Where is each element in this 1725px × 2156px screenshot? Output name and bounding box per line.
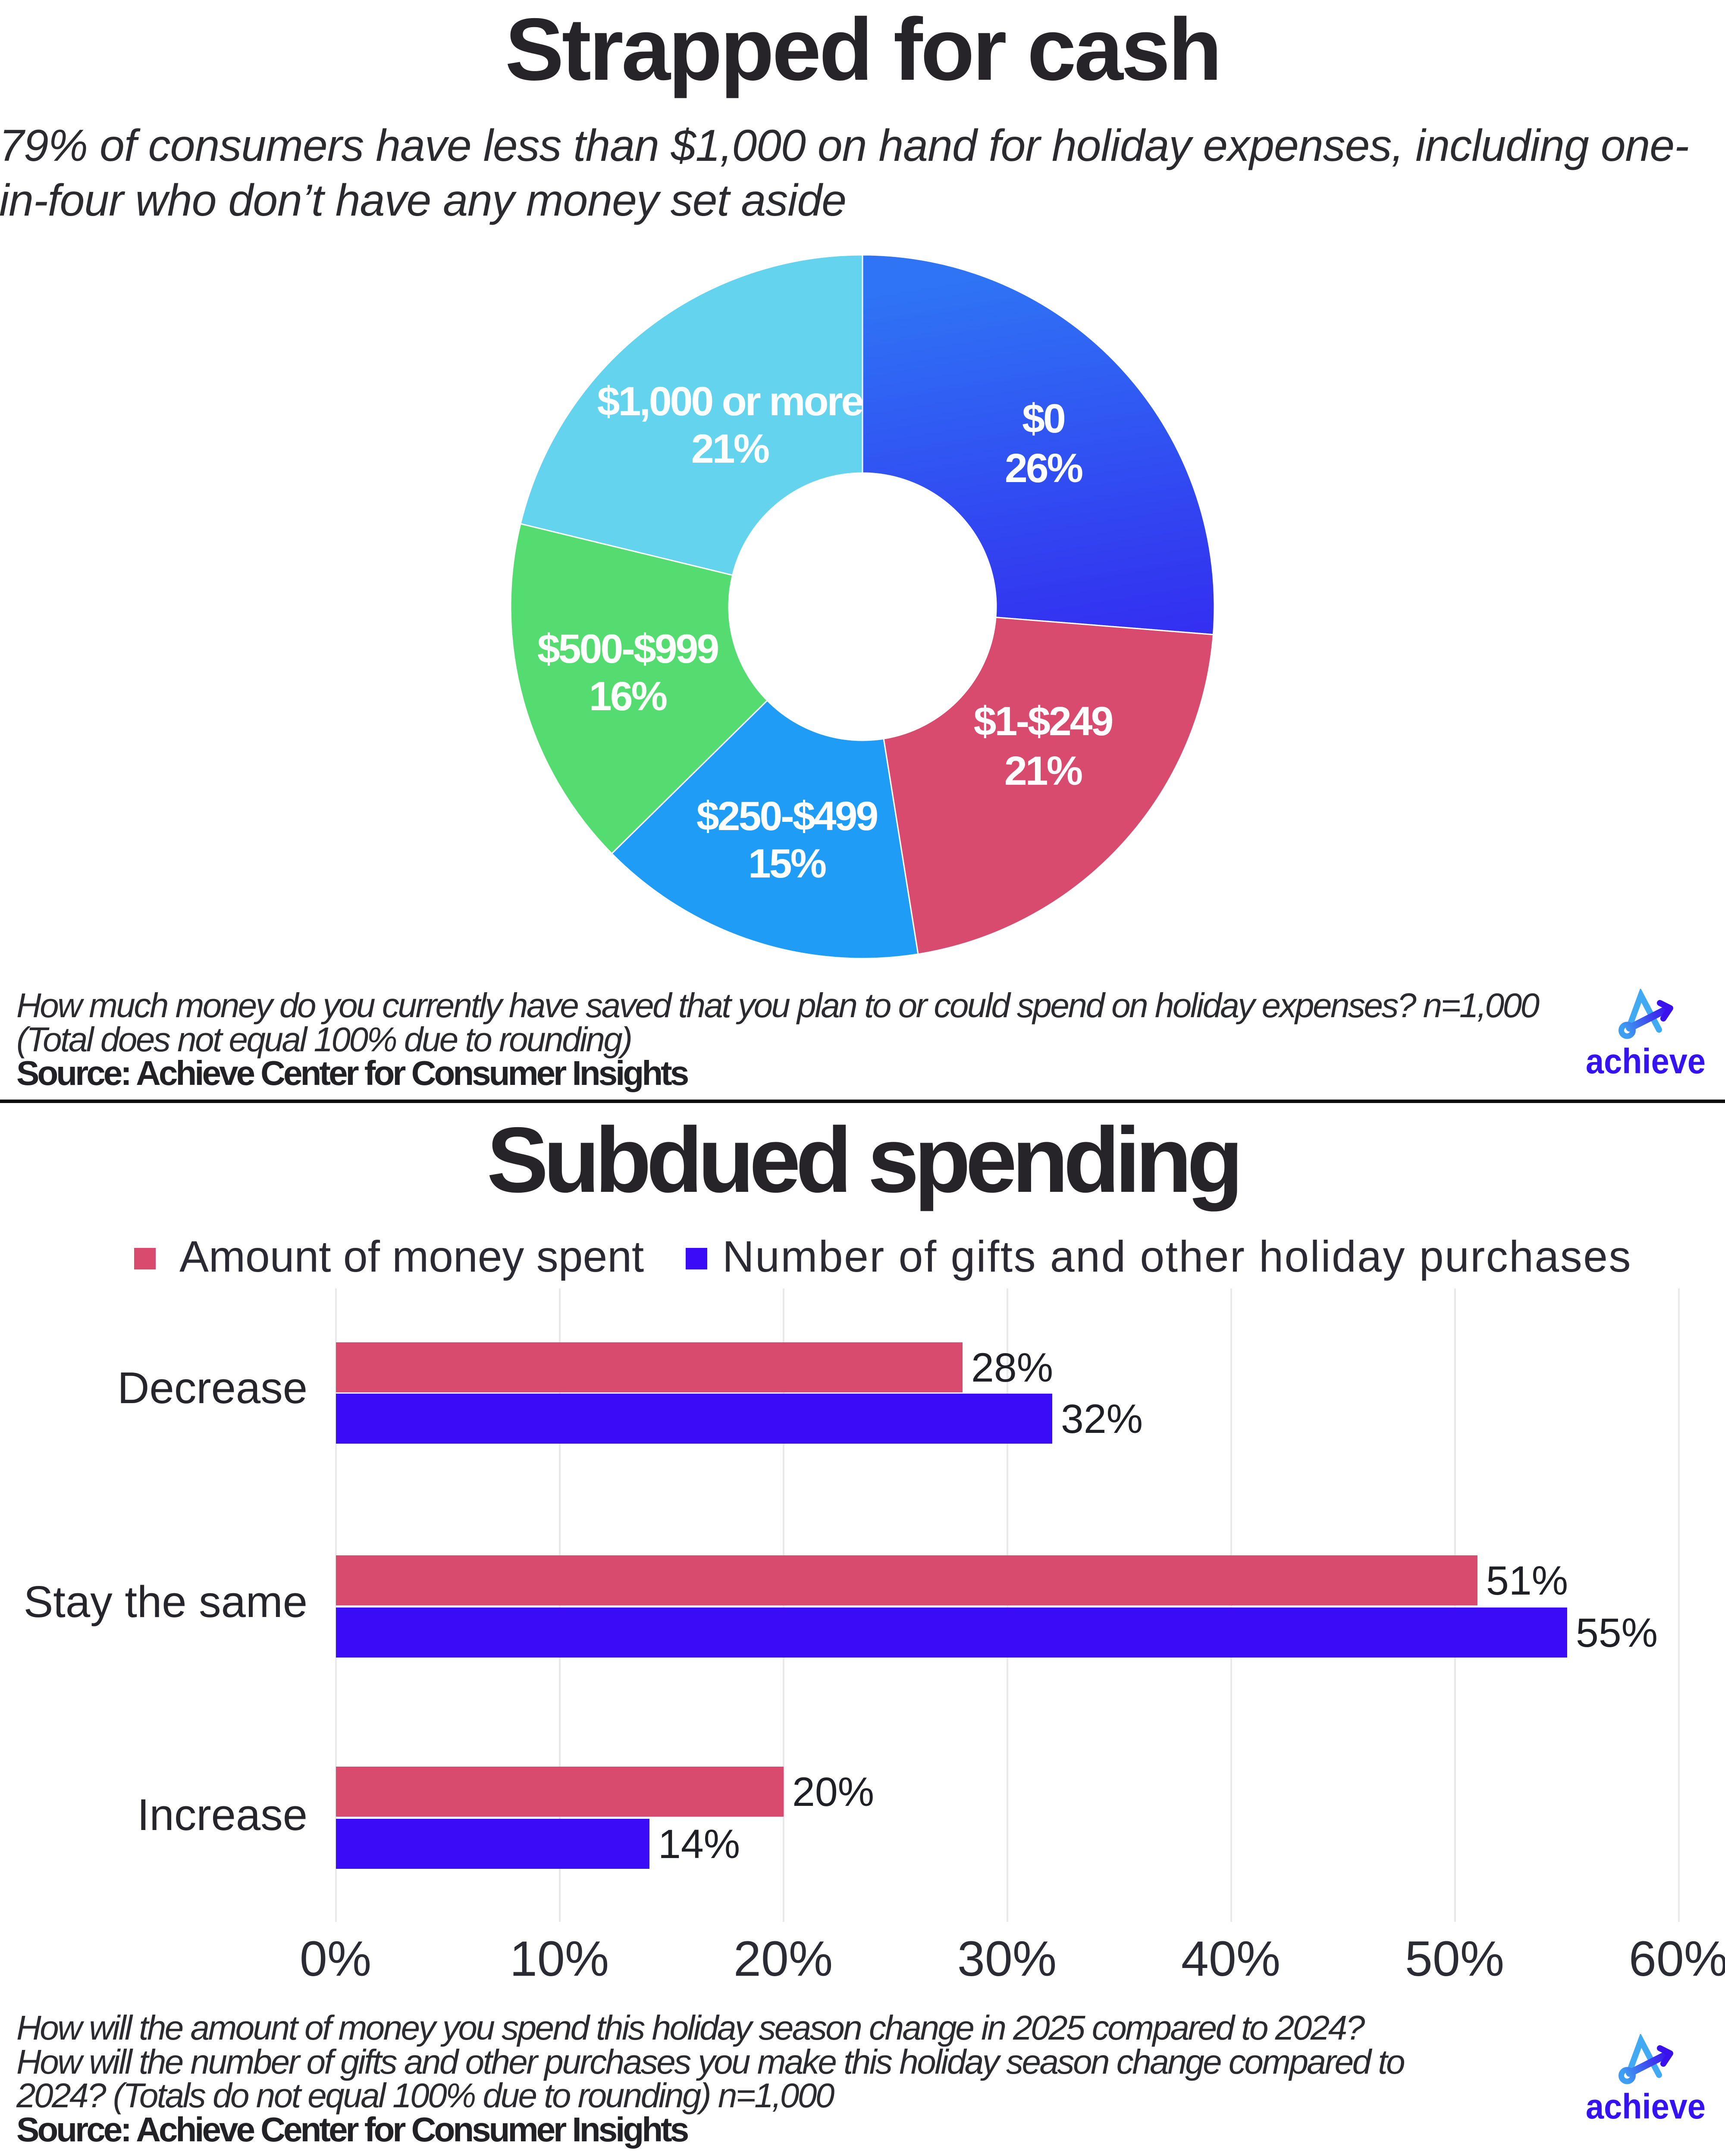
svg-text:15%: 15% (748, 841, 826, 887)
svg-text:21%: 21% (1004, 748, 1082, 794)
svg-text:$1,000 or more: $1,000 or more (597, 379, 863, 424)
svg-text:achieve: achieve (1586, 1042, 1706, 1079)
svg-text:$1-$249: $1-$249 (974, 699, 1113, 744)
svg-text:achieve: achieve (1586, 2087, 1706, 2125)
svg-text:21%: 21% (691, 426, 769, 472)
svg-text:$0: $0 (1022, 396, 1064, 442)
svg-text:$500-$999: $500-$999 (537, 626, 718, 672)
svg-text:16%: 16% (589, 674, 667, 719)
svg-text:26%: 26% (1005, 445, 1082, 491)
svg-text:$250-$499: $250-$499 (696, 793, 877, 839)
